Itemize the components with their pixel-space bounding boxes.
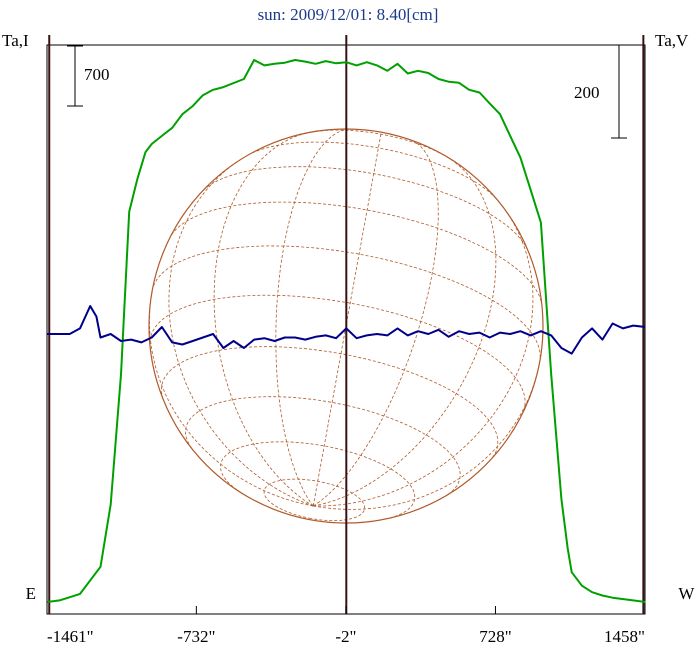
limb-lines [48, 35, 645, 614]
disk-longitude-line [312, 132, 382, 507]
limb-marker-e: E [26, 584, 36, 603]
disk-latitude-line [185, 396, 461, 496]
disk-longitude-line [168, 160, 314, 507]
x-tick-label: 1458" [604, 627, 645, 646]
disk-latitude-line [149, 294, 526, 414]
disk-longitude-line [213, 131, 314, 507]
x-tick-label: -732" [177, 627, 215, 646]
disk-latitude-line [247, 141, 499, 202]
y-axis-label-left: Ta,I [2, 31, 29, 50]
y-axis-label-right: Ta,V [655, 31, 689, 50]
limb-marker-w: W [678, 584, 695, 603]
scale-bar-right: 200 [574, 44, 627, 139]
x-tick-label: -2" [335, 627, 356, 646]
x-tick-label: 728" [479, 627, 511, 646]
disk-longitude-line [313, 156, 497, 507]
disk-latitude-line [310, 129, 448, 158]
disk-longitude-line [148, 290, 314, 507]
polarization-curve [47, 305, 646, 355]
intensity-curve [47, 59, 646, 603]
disk-longitude-line [313, 209, 534, 507]
disk-longitude-line [275, 128, 351, 507]
scale-label-right: 200 [574, 83, 600, 102]
scale-label-left: 700 [84, 65, 110, 84]
disk-latitude-line [202, 166, 528, 250]
scale-bar-left: 700 [67, 45, 110, 107]
disk-latitude-line [151, 245, 541, 362]
disk-latitude-line [171, 201, 542, 303]
x-axis-ticks: -1461" -732" -2" 728" 1458" [46, 606, 646, 646]
solar-disk-grid [148, 128, 544, 524]
chart-title: sun: 2009/12/01: 8.40[cm] [258, 5, 439, 24]
x-tick-label: -1461" [47, 627, 94, 646]
disk-longitude-line [312, 139, 439, 507]
disk-latitude-line [160, 346, 499, 460]
data-curves [47, 59, 646, 603]
disk-longitude-line [313, 361, 541, 510]
